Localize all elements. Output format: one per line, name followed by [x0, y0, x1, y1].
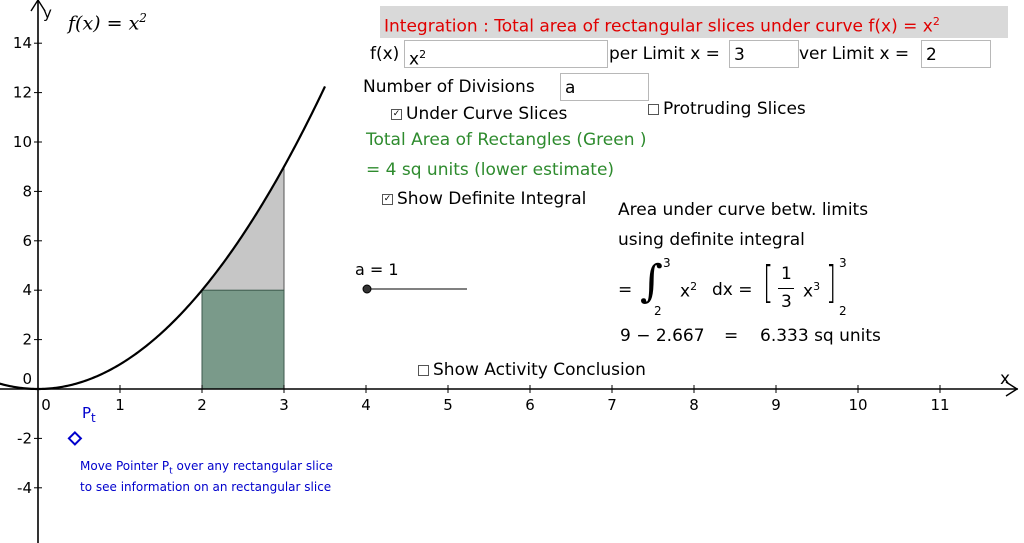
under-curve-check-icon[interactable]: ✓ — [391, 108, 402, 120]
lower-limit-input[interactable]: 2 — [921, 40, 991, 68]
pointer-note-1-sub: t — [169, 466, 173, 477]
fx-label: f(x) — [370, 44, 400, 64]
fx-input-sup: 2 — [419, 48, 427, 61]
result-line-2: = 4 sq units (lower estimate) — [366, 160, 615, 180]
function-label-sup: 2 — [139, 11, 147, 25]
x-tick-label-1: 1 — [115, 396, 125, 414]
integrand: x2 — [680, 280, 697, 302]
result-line-1: Total Area of Rectangles (Green ) — [366, 130, 647, 150]
integral-lower: 2 — [654, 304, 662, 318]
under-curve-label: Under Curve Slices — [406, 104, 568, 124]
divisions-label: Number of Divisions — [363, 77, 535, 97]
function-label: f(x) = x2 — [68, 11, 147, 34]
bracket-upper: 3 — [839, 256, 847, 270]
fx-input[interactable]: x2 — [404, 40, 608, 70]
show-conclusion-checkbox[interactable]: Show Activity Conclusion — [418, 360, 646, 380]
upper-limit-label: per Limit x = — [609, 44, 720, 64]
integrand-base: x — [680, 281, 691, 302]
y-tick-label-10: 10 — [13, 133, 32, 151]
x-tick-label-6: 6 — [525, 396, 535, 414]
slider-label: a = 1 — [355, 260, 399, 279]
y-axis-label: y — [43, 4, 52, 22]
y-tick-label-4: 4 — [22, 281, 32, 299]
lower-limit-label: ver Limit x = — [799, 44, 910, 64]
integral-sign-icon: ∫ — [640, 256, 663, 307]
slider-handle — [362, 284, 372, 294]
fraction-denominator: 3 — [781, 292, 792, 312]
bracket-lower: 2 — [839, 304, 847, 318]
integrand-sup: 2 — [690, 280, 698, 293]
x-axis-arrow-icon — [1005, 381, 1019, 397]
fraction-bar — [778, 288, 794, 289]
pointer-label: Pt — [82, 404, 96, 425]
x-tick-label-4: 4 — [361, 396, 371, 414]
fraction-numerator: 1 — [781, 264, 792, 284]
evaluation-result: 6.333 sq units — [760, 326, 881, 346]
show-conclusion-check-icon[interactable] — [418, 364, 429, 376]
y-tick-label-12: 12 — [13, 84, 32, 102]
x-tick-label-7: 7 — [607, 396, 617, 414]
y-axis-arrow-icon — [30, 0, 46, 12]
x-tick-label-8: 8 — [689, 396, 699, 414]
slice-rectangle-0 — [201, 289, 285, 390]
evaluation-equals: = — [724, 326, 739, 346]
pointer-label-sub: t — [91, 411, 96, 425]
antiderivative: x3 — [803, 280, 820, 302]
under-curve-checkbox[interactable]: ✓ Under Curve Slices — [391, 104, 567, 124]
show-integral-check-icon[interactable]: ✓ — [382, 193, 393, 205]
pointer-note-2: to see information on an rectangular sli… — [80, 480, 332, 494]
title-text: Integration : Total area of rectangular … — [384, 16, 933, 37]
antiderivative-sup: 3 — [813, 280, 821, 293]
pointer-diamond-icon — [67, 430, 83, 446]
x-tick-label-5: 5 — [443, 396, 453, 414]
title-sup: 2 — [932, 15, 940, 28]
left-bracket-icon: [ — [763, 257, 774, 308]
x-tick-label-9: 9 — [771, 396, 781, 414]
x-tick-label-3: 3 — [279, 396, 289, 414]
y-tick-label-0: 0 — [22, 370, 32, 388]
pointer-label-text: P — [82, 404, 92, 422]
slider[interactable] — [362, 284, 467, 294]
evaluation-left: 9 − 2.667 — [620, 326, 705, 346]
y-tick-label-8: 8 — [22, 182, 32, 200]
pointer-pt[interactable] — [67, 430, 83, 446]
antiderivative-base: x — [803, 281, 814, 302]
y-tick-label--2: -2 — [17, 429, 32, 447]
x-tick-label-10: 10 — [848, 396, 867, 414]
x-tick-label-11: 11 — [930, 396, 949, 414]
y-tick-label-6: 6 — [22, 232, 32, 250]
integral-dx: dx = — [712, 280, 753, 300]
pointer-note-1: Move Pointer Pt over any rectangular sli… — [80, 459, 333, 476]
show-conclusion-label: Show Activity Conclusion — [433, 360, 646, 380]
y-tick-label-14: 14 — [13, 34, 32, 52]
divisions-input[interactable]: a — [560, 73, 649, 101]
y-tick-label--4: -4 — [17, 479, 32, 497]
protruding-checkbox[interactable]: Protruding Slices — [648, 99, 806, 119]
pointer-note-1-tail: over any rectangular slice — [172, 459, 333, 473]
function-label-text: f(x) = x — [68, 12, 140, 35]
right-bracket-icon: ] — [826, 257, 837, 308]
upper-limit-input[interactable]: 3 — [729, 40, 799, 68]
protruding-check-icon[interactable] — [648, 103, 659, 115]
title-bar: Integration : Total area of rectangular … — [380, 6, 1008, 38]
y-tick-label-2: 2 — [22, 331, 32, 349]
show-integral-checkbox[interactable]: ✓ Show Definite Integral — [382, 189, 586, 209]
integral-equals: = — [618, 280, 633, 300]
integral-caption-1: Area under curve betw. limits — [618, 200, 869, 220]
protruding-label: Protruding Slices — [663, 99, 806, 119]
fx-input-value: x — [409, 49, 420, 70]
integral-caption-2: using definite integral — [618, 230, 805, 250]
integral-upper: 3 — [663, 256, 671, 270]
show-integral-label: Show Definite Integral — [397, 189, 587, 209]
slice-layer — [201, 164, 285, 390]
x-axis-label: x — [1000, 369, 1010, 389]
x-tick-label-2: 2 — [197, 396, 207, 414]
pointer-note-1-text: Move Pointer P — [80, 459, 170, 473]
x-tick-label-0: 0 — [41, 396, 51, 414]
